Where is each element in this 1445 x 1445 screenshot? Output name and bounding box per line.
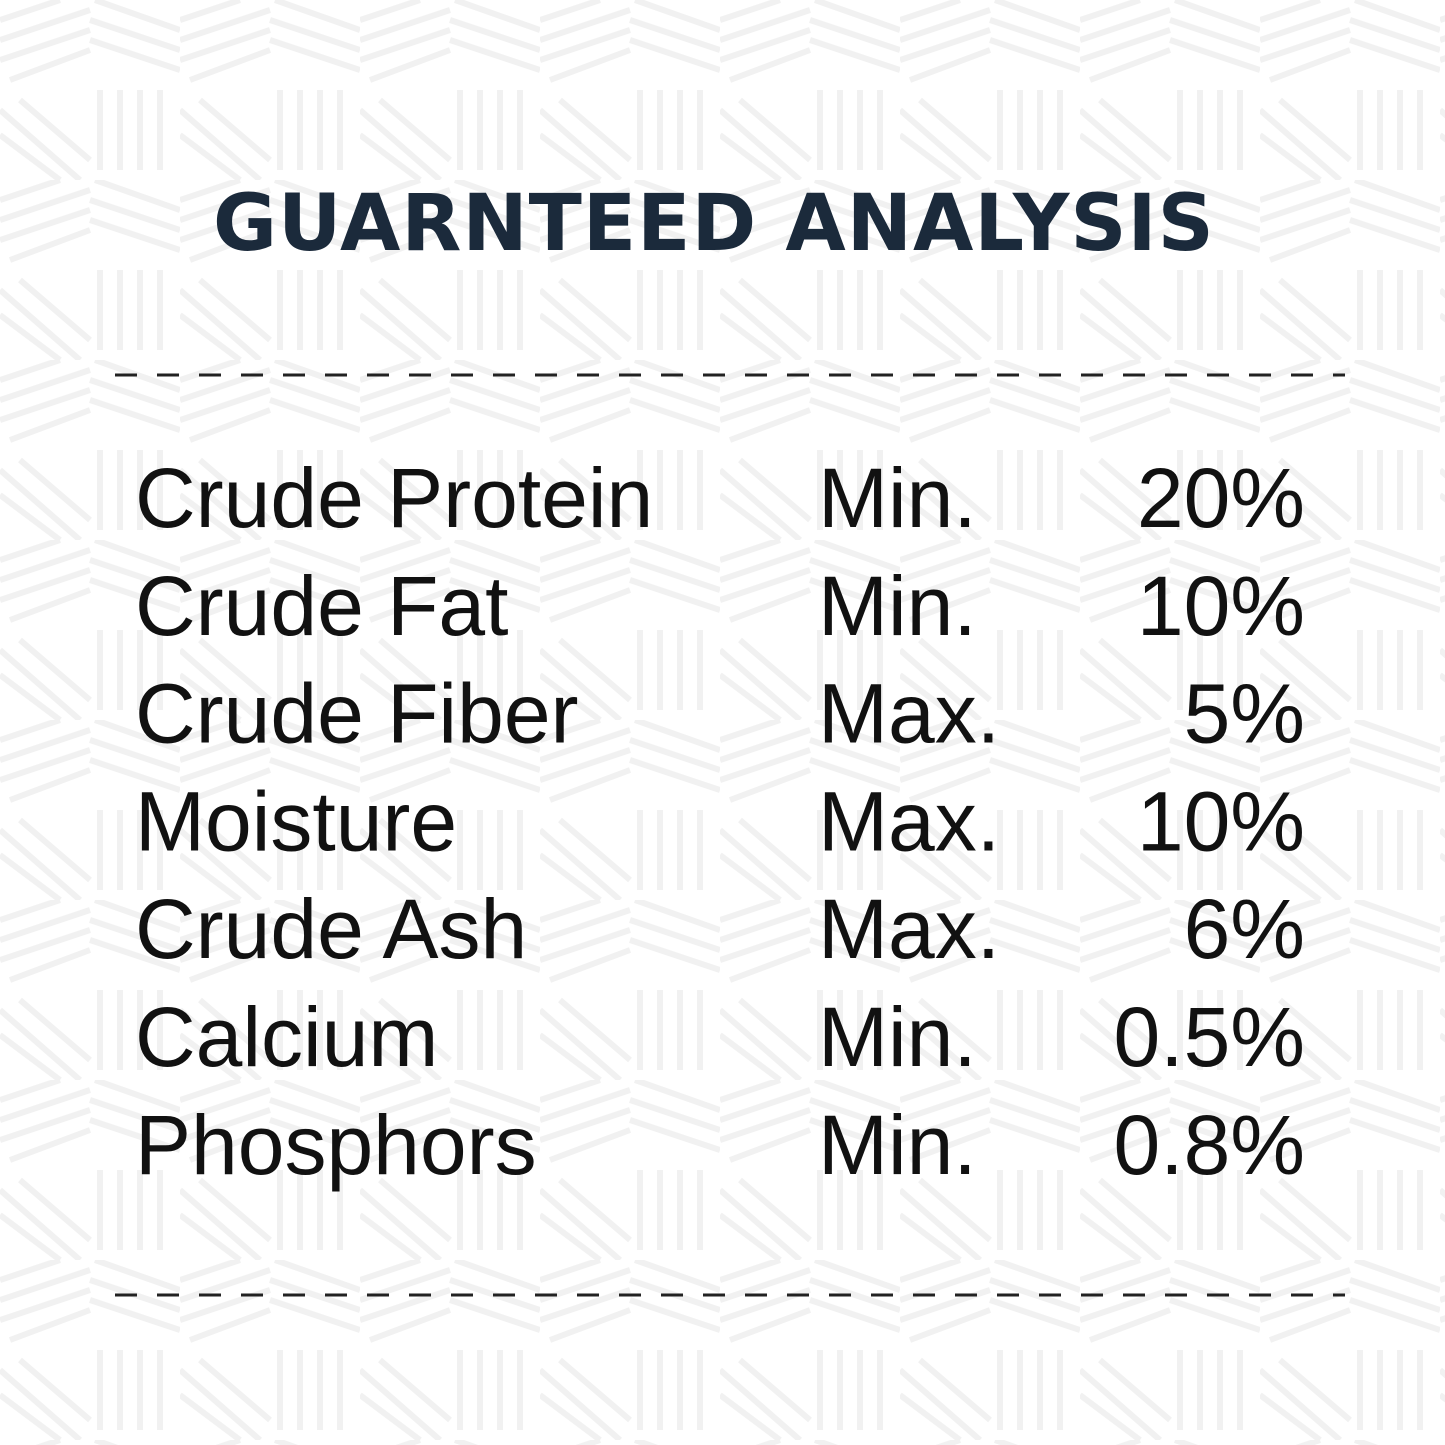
qualifier: Min. bbox=[818, 990, 977, 1084]
nutrient: Moisture bbox=[135, 774, 457, 868]
qualifier: Min. bbox=[818, 451, 977, 545]
analysis-table: Crude Protein Min. 20% Crude Fat Min. 10% Crud… bbox=[135, 451, 1305, 1192]
nutrient: Phosphors bbox=[135, 1098, 537, 1192]
amount: 0.8% bbox=[1114, 1098, 1305, 1192]
amount: 0.5% bbox=[1114, 990, 1305, 1084]
nutrient: Crude Fiber bbox=[135, 667, 579, 761]
amount: 5% bbox=[1184, 667, 1305, 761]
title: GUARNTEED ANALYSIS bbox=[213, 179, 1215, 269]
qualifier: Max. bbox=[818, 882, 1000, 976]
nutrient: Crude Ash bbox=[135, 882, 527, 976]
nutrient: Calcium bbox=[135, 990, 438, 1084]
nutrient: Crude Fat bbox=[135, 559, 509, 653]
amount: 10% bbox=[1137, 774, 1305, 868]
qualifier: Min. bbox=[818, 1098, 977, 1192]
amount: 10% bbox=[1137, 559, 1305, 653]
amount: 20% bbox=[1137, 451, 1305, 545]
amount: 6% bbox=[1184, 882, 1305, 976]
qualifier: Min. bbox=[818, 559, 977, 653]
qualifier: Max. bbox=[818, 774, 1000, 868]
nutrient: Crude Protein bbox=[135, 451, 653, 545]
qualifier: Max. bbox=[818, 667, 1000, 761]
